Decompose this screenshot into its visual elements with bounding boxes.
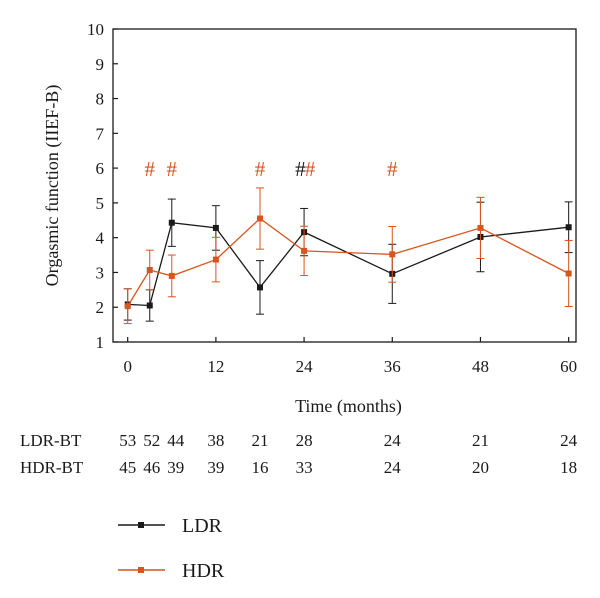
at-risk-count: 16 [251,458,268,477]
at-risk-count: 21 [472,431,489,450]
x-tick-label: 12 [207,357,224,376]
at-risk-row: LDR-BT 53 52 44 38 21 28 24 21 24 [20,431,578,450]
y-axis-title: Orgasmic function (IIEF-B) [42,85,63,287]
y-tick-label: 4 [96,229,105,248]
y-tick-label: 5 [96,194,105,213]
series-ldr [123,198,573,322]
data-point [168,272,175,279]
at-risk-count: 24 [560,431,578,450]
data-point [168,219,175,226]
data-point [124,303,131,310]
y-tick-label: 6 [96,159,105,178]
at-risk-row: HDR-BT 45 46 39 39 16 33 24 20 18 [20,458,577,477]
x-tick-label: 0 [123,357,132,376]
at-risk-count: 24 [384,458,402,477]
data-point [146,267,153,274]
at-risk-count: 39 [207,458,224,477]
x-tick-label: 24 [296,357,314,376]
x-axis-title: Time (months) [295,396,402,417]
data-point [146,302,153,309]
significance-mark: # [255,157,266,181]
x-tick-label: 48 [472,357,489,376]
legend-swatch-marker [138,567,144,573]
legend-swatch-marker [138,522,144,528]
significance-mark: # [295,157,306,181]
data-point [212,224,219,231]
legend-label: HDR [182,560,225,582]
at-risk-count: 28 [296,431,313,450]
significance-mark: # [387,157,398,181]
data-point [565,224,572,231]
data-point [212,256,219,263]
at-risk-count: 20 [472,458,489,477]
at-risk-count: 45 [119,458,136,477]
legend-item-hdr: HDR [118,560,225,582]
y-tick-label: 10 [87,20,104,39]
at-risk-count: 46 [143,458,160,477]
at-risk-row-label: HDR-BT [20,458,84,477]
series-line [127,221,569,307]
at-risk-count: 52 [143,431,160,450]
significance-mark: # [144,157,155,181]
at-risk-count: 33 [296,458,313,477]
at-risk-count: 44 [167,431,185,450]
y-tick-label: 9 [96,55,105,74]
y-tick-label: 7 [96,124,105,143]
y-tick-label: 1 [96,333,105,352]
at-risk-count: 39 [167,458,184,477]
y-tick-label: 2 [96,298,105,317]
data-point [301,247,308,254]
data-point [389,251,396,258]
at-risk-count: 38 [207,431,224,450]
at-risk-count: 53 [119,431,136,450]
at-risk-count: 18 [560,458,577,477]
x-tick-label: 60 [560,357,577,376]
x-tick-label: 36 [384,357,401,376]
data-point [565,270,572,277]
data-point [477,224,484,231]
significance-mark: # [305,157,316,181]
data-point [256,284,263,291]
legend-label: LDR [182,515,223,537]
series-hdr [123,187,573,325]
significance-mark: # [167,157,178,181]
plot-frame [112,28,577,343]
y-tick-label: 8 [96,90,105,109]
y-tick-label: 3 [96,263,105,282]
data-point [256,215,263,222]
at-risk-row-label: LDR-BT [20,431,82,450]
at-risk-count: 24 [384,431,402,450]
series-line [127,217,569,307]
legend-item-ldr: LDR [118,515,223,537]
at-risk-count: 21 [251,431,268,450]
